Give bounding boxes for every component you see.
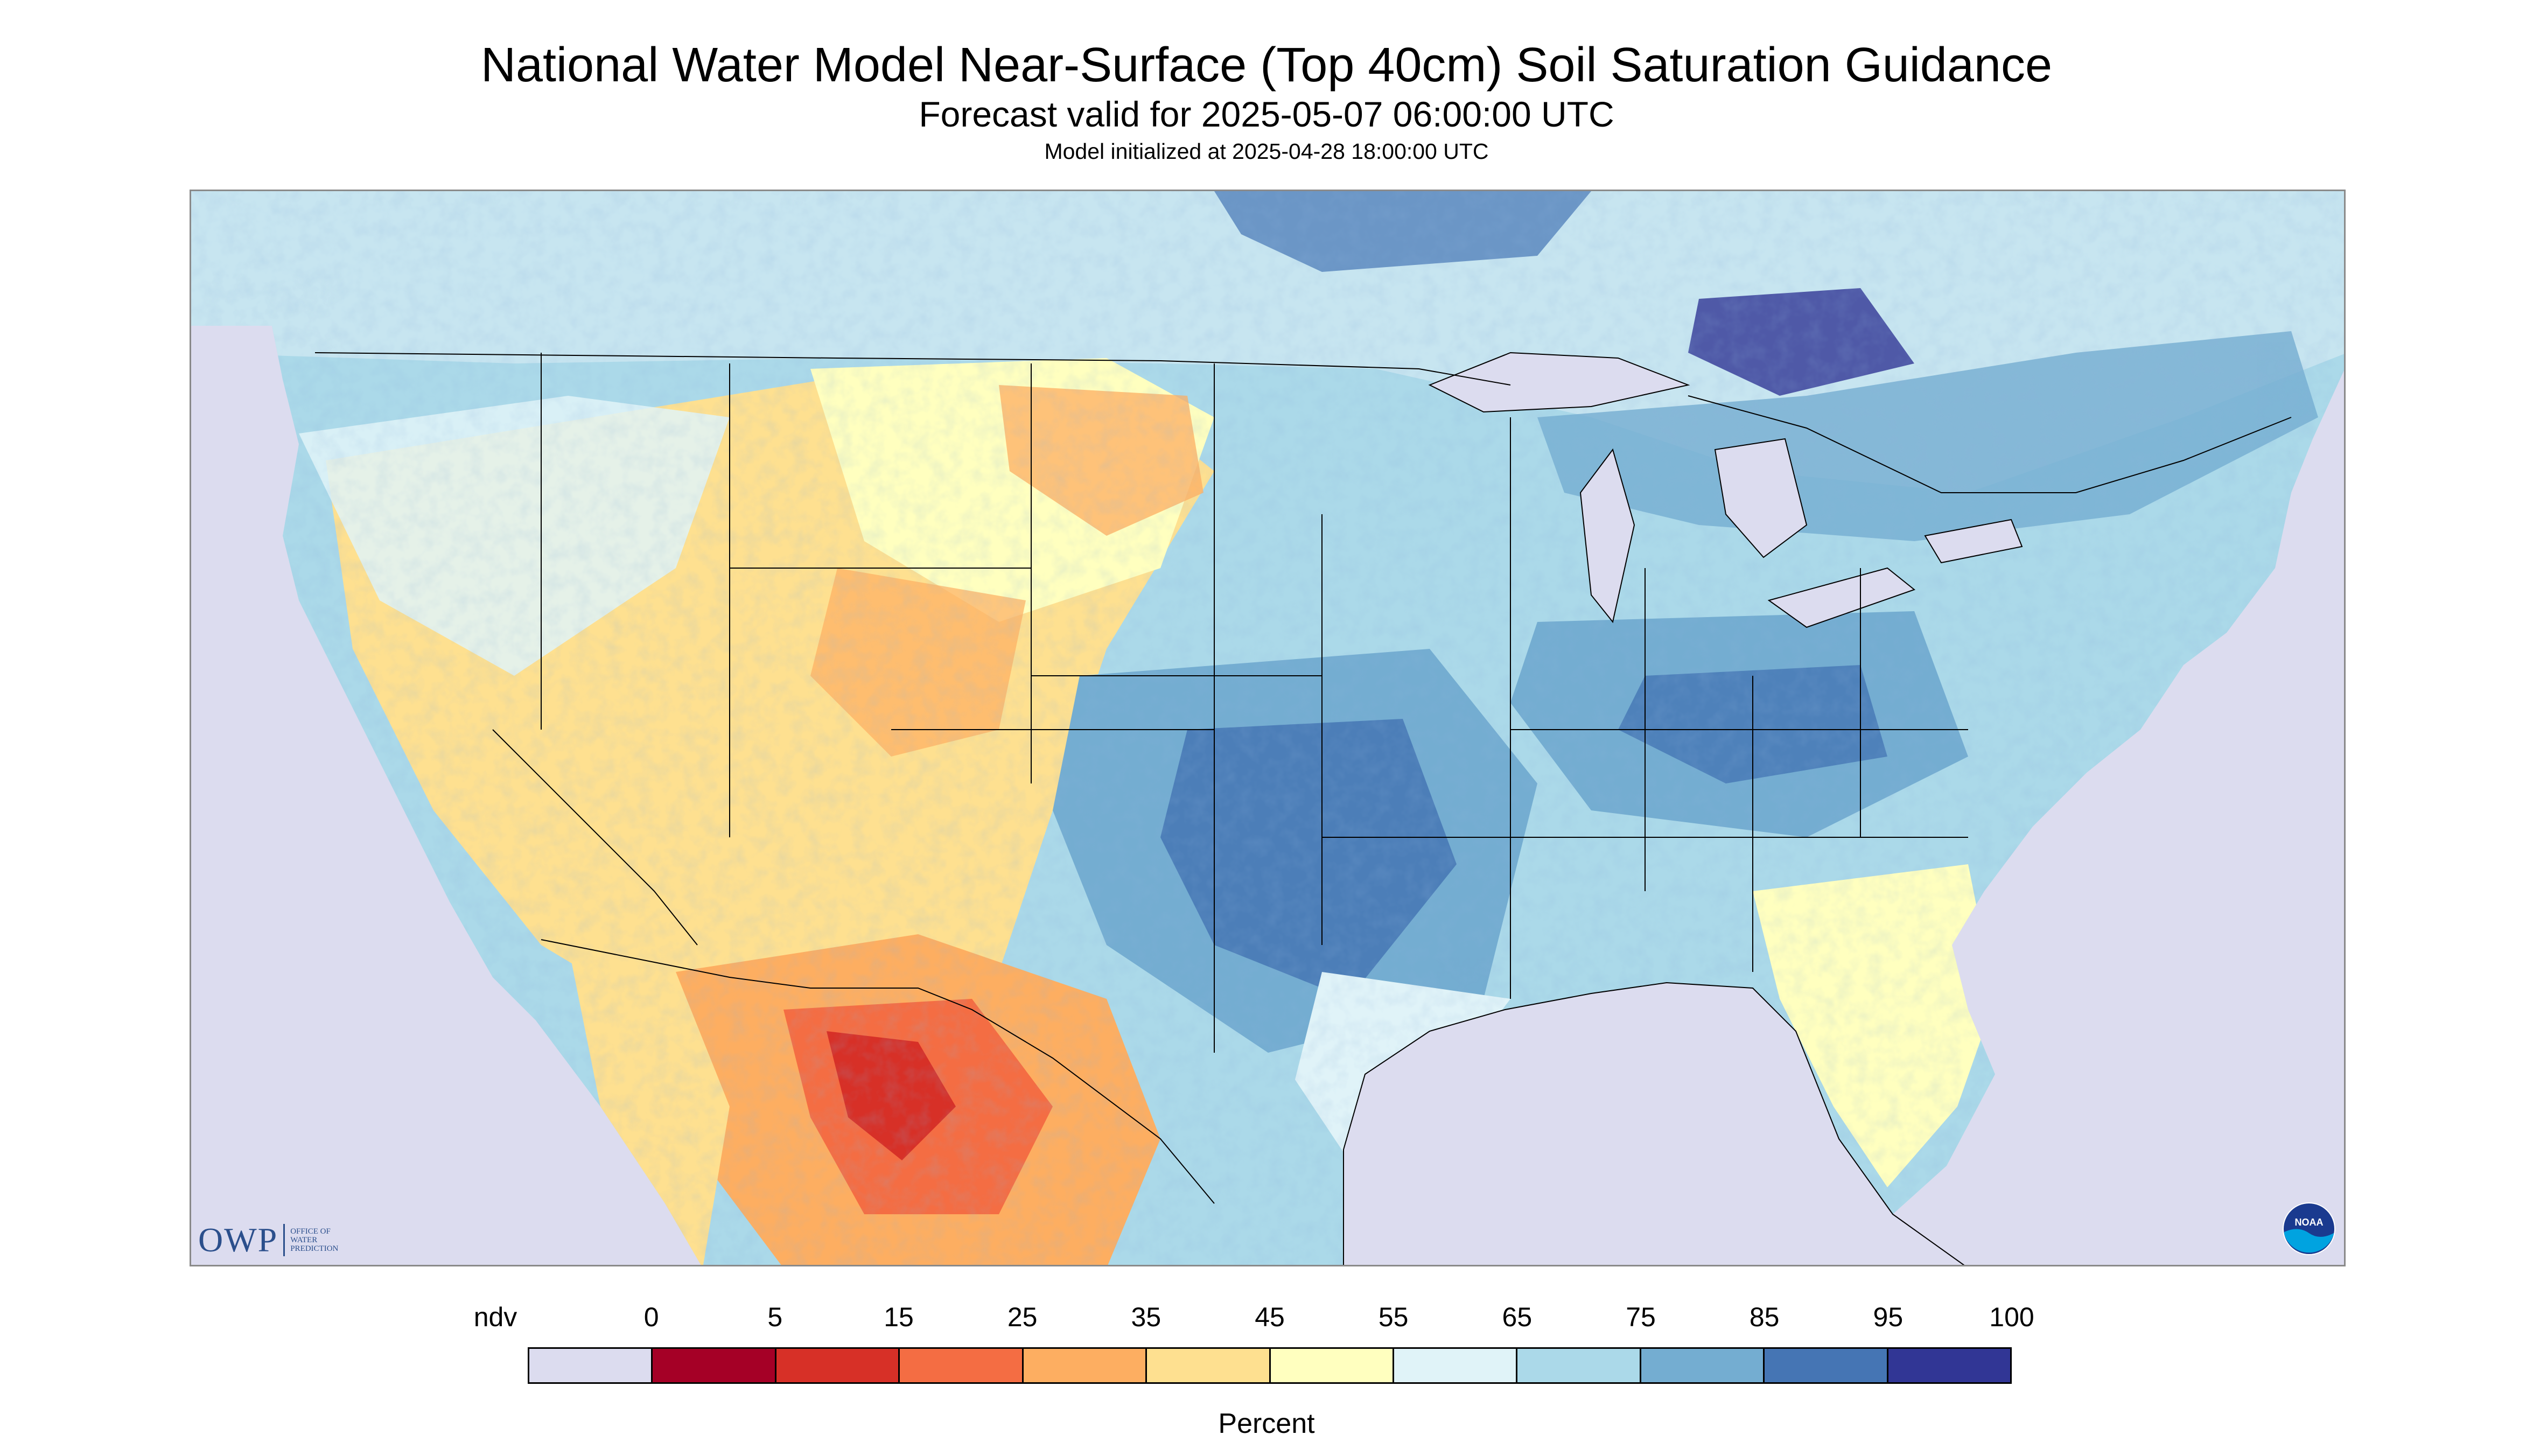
state-lines	[541, 353, 1968, 1053]
colorbar-swatch	[1888, 1349, 2011, 1382]
colorbar-swatch	[1023, 1349, 1147, 1382]
owp-logo-letters: OWP	[198, 1221, 278, 1259]
lake-michigan	[1579, 448, 1635, 624]
colorbar-unit-label: Percent	[1218, 1408, 1315, 1439]
great-lakes	[1428, 352, 2023, 628]
map-title: National Water Model Near-Surface (Top 4…	[480, 38, 2052, 92]
gulf-of-mexico	[1343, 982, 1965, 1265]
colorbar-swatch	[1394, 1349, 1518, 1382]
colorbar-swatch	[653, 1349, 776, 1382]
colorbar-tick-label: 85	[1749, 1302, 1780, 1332]
lake-superior	[1428, 352, 1690, 413]
colorbar-tick-label: 95	[1873, 1302, 1904, 1332]
owp-logo: OWP OFFICE OF WATER PREDICTION	[198, 1221, 355, 1259]
colorbar-tick-label: ndv	[473, 1302, 517, 1332]
colorbar-swatch	[776, 1349, 900, 1382]
colorbar-swatch	[529, 1349, 653, 1382]
owp-logo-divider	[283, 1224, 285, 1256]
colorbar-swatch	[1641, 1349, 1765, 1382]
us-canada-border	[314, 352, 1511, 386]
soil-saturation-map	[190, 190, 2346, 1266]
colorbar-tick-label: 0	[643, 1302, 659, 1332]
noaa-logo-text: NOAA	[2295, 1217, 2324, 1228]
us-mexico-border	[541, 939, 1215, 1204]
colorbar-legend: ndv 0 5 15 25 35 45 55 65 75 85 95 100 Percent	[0, 1282, 2533, 1454]
colorbar-tick-label: 25	[1007, 1302, 1038, 1332]
colorbar-swatch	[1270, 1349, 1394, 1382]
colorbar-tick-label: 100	[1989, 1302, 2034, 1332]
political-boundaries	[314, 352, 2292, 1204]
map-canvas	[191, 191, 2344, 1265]
colorbar-swatch	[900, 1349, 1024, 1382]
lake-ontario	[1924, 519, 2023, 564]
forecast-valid-subtitle: Forecast valid for 2025-05-07 06:00:00 U…	[919, 94, 1614, 134]
colorbar-tick-label: 45	[1255, 1302, 1285, 1332]
nv-ca-line	[492, 729, 698, 946]
model-init-line: Model initialized at 2025-04-28 18:00:00…	[1044, 139, 1489, 164]
land-fill	[191, 191, 2344, 1265]
colorbar-tick-label: 65	[1502, 1302, 1533, 1332]
colorbar-swatch	[1765, 1349, 1888, 1382]
colorbar-tick-label: 35	[1131, 1302, 1161, 1332]
colorbar	[528, 1347, 2012, 1384]
lake-erie	[1767, 567, 1916, 628]
owp-logo-text: OFFICE OF WATER PREDICTION	[290, 1227, 339, 1253]
colorbar-tick-label: 75	[1626, 1302, 1656, 1332]
colorbar-tick-label: 5	[767, 1302, 783, 1332]
colorbar-tick-label: 55	[1378, 1302, 1409, 1332]
us-canada-border-east	[1688, 395, 2292, 493]
colorbar-swatch	[1517, 1349, 1641, 1382]
noaa-logo: NOAA	[2283, 1202, 2335, 1255]
colorbar-swatch	[1147, 1349, 1271, 1382]
colorbar-tick-label: 15	[884, 1302, 914, 1332]
lake-huron	[1714, 438, 1808, 558]
